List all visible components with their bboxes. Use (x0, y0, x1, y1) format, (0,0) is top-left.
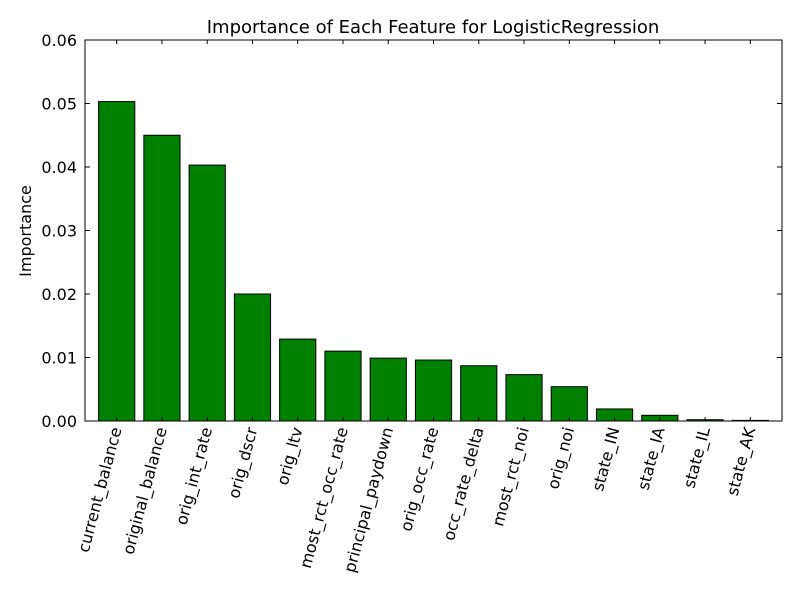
bar-most_rct_occ_rate (324, 350, 362, 422)
x-tick-label: orig_noi (543, 425, 579, 491)
y-axis-label: Importance (16, 185, 35, 277)
y-tick-label: 0.05 (41, 95, 77, 114)
bar-principal_paydown (369, 357, 407, 422)
x-tick-label: state_IA (634, 425, 670, 492)
x-tick-label: current_balance (74, 425, 127, 555)
bar-orig_int_rate (188, 164, 226, 422)
bar-orig_dscr (233, 293, 272, 422)
bar-orig_noi (550, 386, 588, 422)
x-tick-label: principal_paydown (340, 425, 398, 575)
x-tick-label: orig_ltv (273, 425, 308, 487)
y-tick-label: 0.04 (41, 158, 77, 177)
y-tick-label: 0.02 (41, 285, 77, 304)
bars-layer (98, 101, 769, 422)
bar-current_balance (98, 101, 136, 422)
x-tick-label: state_IN (588, 425, 624, 493)
x-tick-label: most_rct_noi (488, 425, 534, 528)
y-tick-label: 0.01 (41, 349, 77, 368)
bar-orig_occ_rate (414, 359, 453, 422)
x-tick-label: orig_int_rate (172, 425, 217, 527)
bar-most_rct_noi (505, 374, 543, 422)
x-tick-label: orig_occ_rate (396, 425, 443, 533)
y-tick-label: 0.00 (41, 412, 77, 431)
bar-orig_ltv (279, 338, 317, 422)
x-tick-label: orig_dscr (224, 425, 262, 501)
y-tick-label: 0.06 (41, 31, 77, 50)
x-tick-label: state_IL (679, 425, 714, 490)
x-tick-label: original_balance (119, 425, 172, 557)
bar-original_balance (143, 134, 181, 422)
chart-title: Importance of Each Feature for LogisticR… (207, 17, 660, 38)
x-tick-label: most_rct_occ_rate (296, 425, 353, 570)
bar-occ_rate_delta (460, 365, 498, 422)
x-tick-label: state_AK (723, 425, 761, 498)
y-tick-label: 0.03 (41, 222, 77, 241)
x-tick-label: occ_rate_delta (439, 425, 488, 543)
